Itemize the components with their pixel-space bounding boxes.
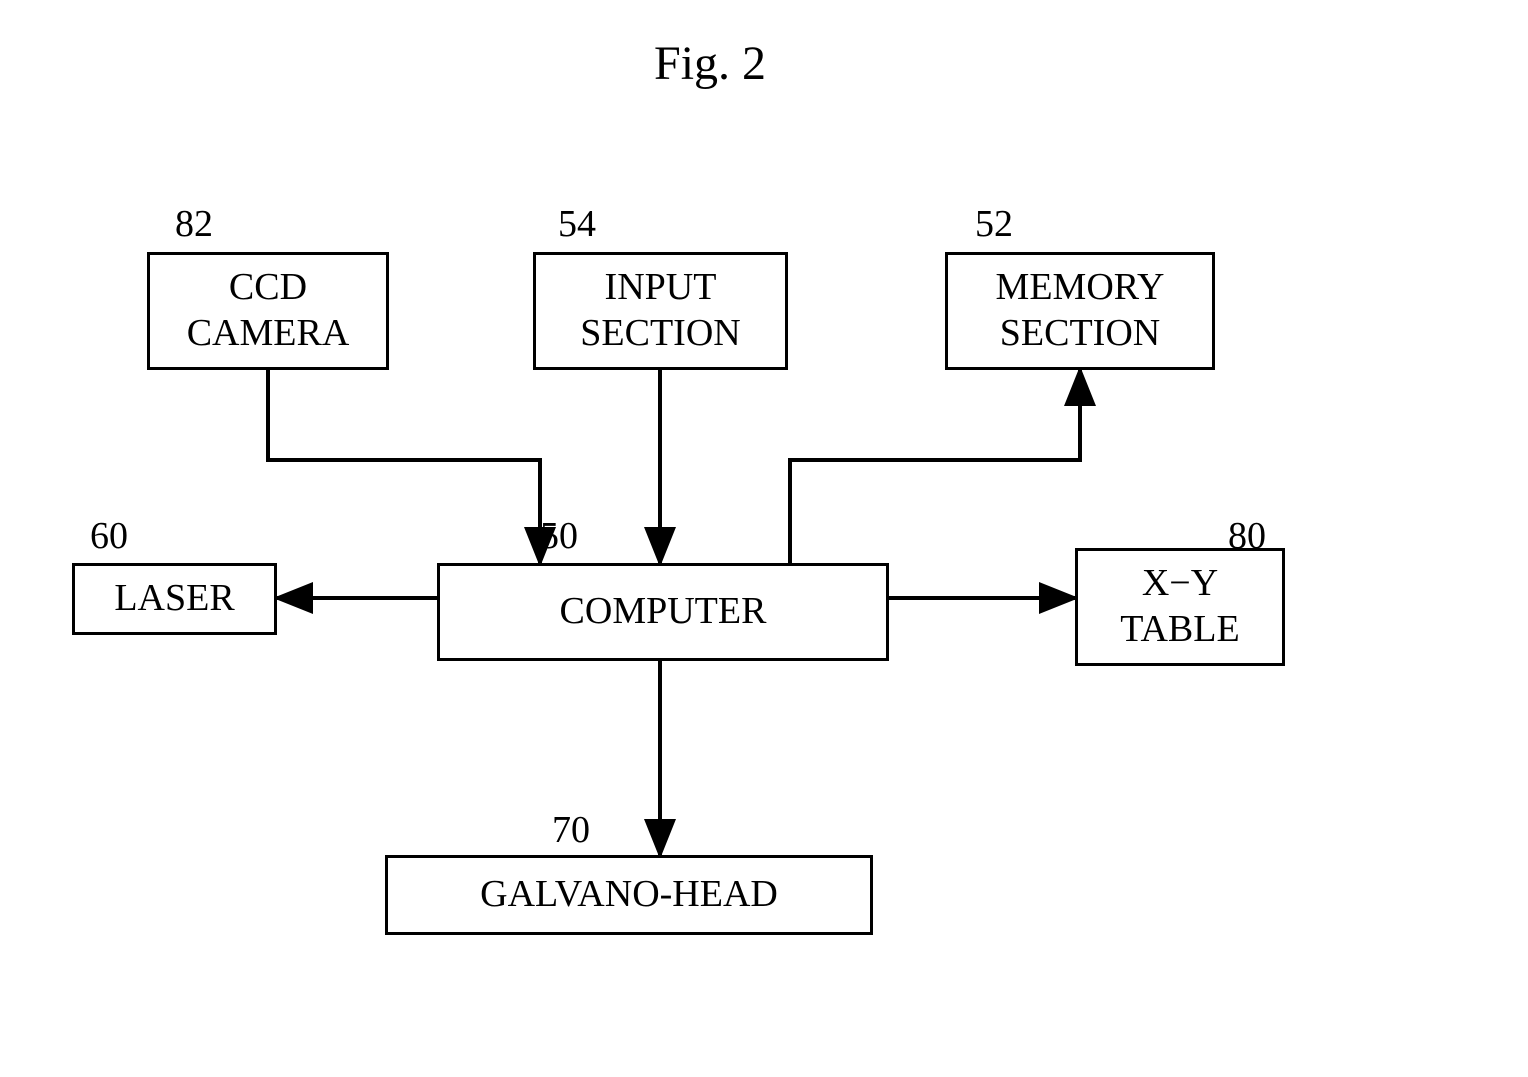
- node-label: LASER: [114, 576, 234, 622]
- node-label: X−Y TABLE: [1120, 561, 1239, 652]
- node-ccd: CCD CAMERA: [147, 252, 389, 370]
- ref-memory: 52: [975, 202, 1013, 246]
- ref-computer: 50: [540, 514, 578, 558]
- node-memory: MEMORY SECTION: [945, 252, 1215, 370]
- node-laser: LASER: [72, 563, 277, 635]
- edge-computer-memory: [790, 370, 1080, 563]
- ref-ccd: 82: [175, 202, 213, 246]
- node-label: COMPUTER: [560, 589, 767, 635]
- ref-laser: 60: [90, 514, 128, 558]
- node-label: CCD CAMERA: [187, 265, 350, 356]
- ref-input: 54: [558, 202, 596, 246]
- ref-galvano: 70: [552, 808, 590, 852]
- figure-title: Fig. 2: [654, 36, 766, 91]
- ref-xytable: 80: [1228, 514, 1266, 558]
- node-xytable: X−Y TABLE: [1075, 548, 1285, 666]
- node-label: MEMORY SECTION: [996, 265, 1165, 356]
- node-label: INPUT SECTION: [580, 265, 740, 356]
- node-input: INPUT SECTION: [533, 252, 788, 370]
- node-label: GALVANO-HEAD: [480, 872, 778, 918]
- node-computer: COMPUTER: [437, 563, 889, 661]
- node-galvano: GALVANO-HEAD: [385, 855, 873, 935]
- edge-ccd-computer: [268, 370, 540, 563]
